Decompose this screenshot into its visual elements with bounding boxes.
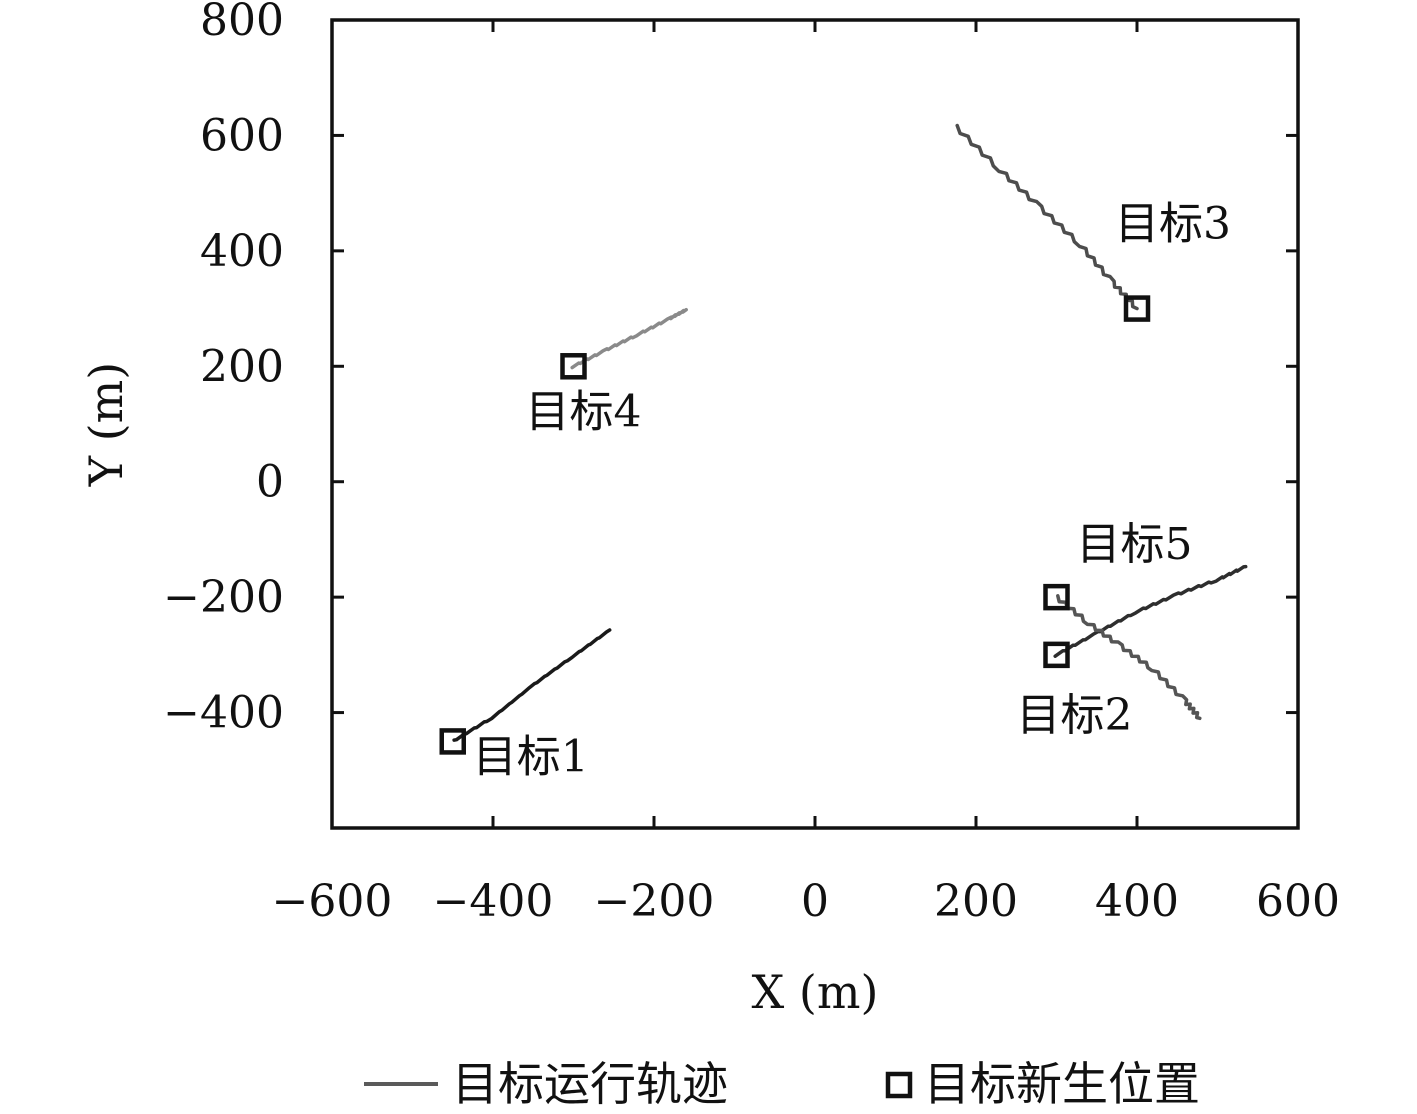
y-tick-label: 200 bbox=[200, 341, 284, 392]
y-axis-label: Y (m) bbox=[79, 362, 133, 488]
new-position-marker bbox=[1123, 295, 1151, 322]
x-tick-label: 600 bbox=[1256, 876, 1340, 927]
legend-marker-swatch bbox=[885, 1071, 913, 1099]
target-label: 目标1 bbox=[473, 731, 589, 782]
y-tick-label: −400 bbox=[163, 688, 284, 739]
target-label: 目标4 bbox=[526, 386, 642, 437]
new-position-marker bbox=[439, 728, 466, 755]
y-tick-label: 400 bbox=[200, 226, 284, 277]
trajectory-line bbox=[955, 123, 1139, 311]
x-axis-label: X (m) bbox=[752, 965, 879, 1019]
y-tick-label: 600 bbox=[200, 110, 284, 161]
x-tick-label: −400 bbox=[433, 876, 554, 927]
trajectory-line bbox=[1056, 594, 1202, 721]
new-position-marker bbox=[1043, 641, 1070, 669]
legend-marker-label: 目标新生位置 bbox=[924, 1057, 1200, 1111]
plot-frame bbox=[330, 18, 1300, 830]
x-tick-label: 200 bbox=[934, 876, 1018, 927]
new-position-marker bbox=[1043, 583, 1070, 611]
trajectory-line bbox=[1053, 564, 1248, 658]
target-label: 目标3 bbox=[1115, 199, 1231, 250]
y-tick-label: 0 bbox=[256, 457, 284, 508]
x-tick-label: 400 bbox=[1095, 876, 1179, 927]
x-tick-label: −600 bbox=[272, 876, 393, 927]
target-label: 目标2 bbox=[1017, 690, 1133, 741]
new-position-marker bbox=[560, 353, 587, 380]
legend: 目标运行轨迹 目标新生位置 bbox=[364, 1057, 1200, 1111]
y-tick-label: 800 bbox=[200, 0, 284, 46]
x-tick-label: −200 bbox=[594, 876, 715, 927]
target-label: 目标5 bbox=[1077, 519, 1193, 570]
trajectory-line bbox=[452, 628, 612, 742]
y-tick-label: −200 bbox=[163, 572, 284, 623]
legend-line-label: 目标运行轨迹 bbox=[452, 1057, 728, 1111]
x-tick-label: 0 bbox=[801, 876, 829, 927]
trajectory-line bbox=[570, 307, 688, 370]
